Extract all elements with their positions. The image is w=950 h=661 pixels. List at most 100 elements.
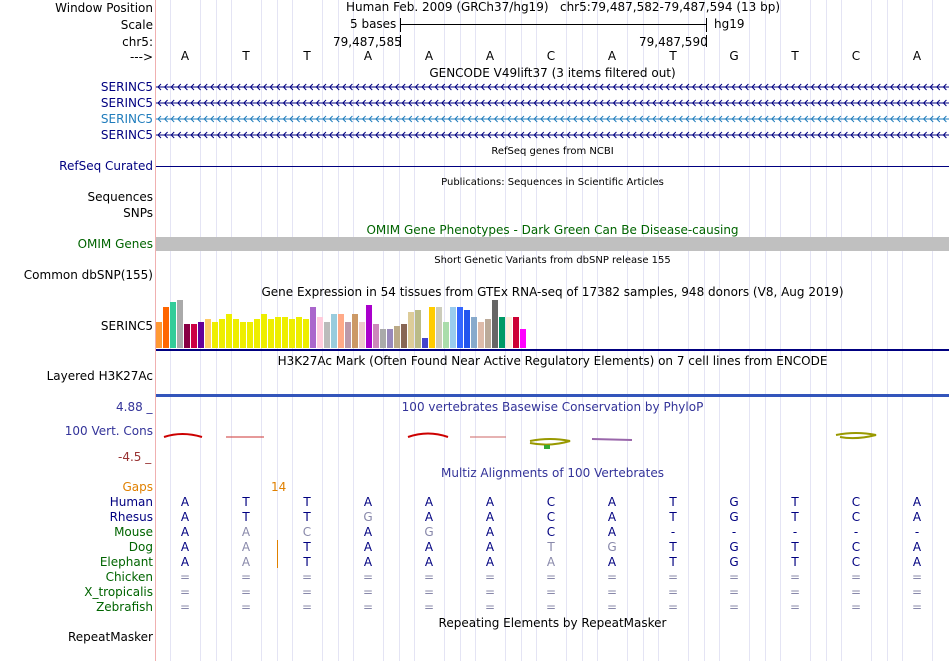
- gtex-tissue-bar[interactable]: [506, 317, 512, 348]
- gtex-tissue-bar[interactable]: [310, 307, 316, 348]
- species-label[interactable]: Mouse: [114, 525, 153, 539]
- gtex-tissue-bar[interactable]: [373, 324, 379, 348]
- gtex-tissue-bar[interactable]: [324, 322, 330, 348]
- dbsnp-track-title[interactable]: Short Genetic Variants from dbSNP releas…: [434, 255, 671, 266]
- gtex-tissue-bar[interactable]: [289, 319, 295, 348]
- gtex-tissue-bar[interactable]: [184, 324, 190, 348]
- gencode-item-3-label[interactable]: SERINC5: [100, 112, 153, 126]
- gtex-tissue-bar[interactable]: [436, 307, 442, 348]
- h3k27ac-track-title[interactable]: H3K27Ac Mark (Often Found Near Active Re…: [277, 354, 828, 368]
- base-letter[interactable]: C: [546, 49, 556, 63]
- phylop-label[interactable]: 100 Vert. Cons: [64, 424, 153, 438]
- gtex-tissue-bar[interactable]: [457, 307, 463, 348]
- gtex-tissue-bar[interactable]: [520, 329, 526, 348]
- gtex-tissue-bar[interactable]: [268, 319, 274, 348]
- gtex-tissue-bar[interactable]: [275, 317, 281, 348]
- phylop-track-title[interactable]: 100 vertebrates Basewise Conservation by…: [401, 400, 704, 414]
- species-label[interactable]: Rhesus: [109, 510, 153, 524]
- refseq-label[interactable]: RefSeq Curated: [59, 159, 153, 173]
- gtex-tissue-bar[interactable]: [247, 322, 253, 348]
- gtex-tissue-bar[interactable]: [345, 322, 351, 348]
- gtex-tissue-bar[interactable]: [170, 302, 176, 348]
- gtex-expression-bars[interactable]: [156, 300, 556, 348]
- gtex-tissue-bar[interactable]: [303, 319, 309, 348]
- species-label[interactable]: Human: [109, 495, 153, 509]
- repeatmasker-track-title[interactable]: Repeating Elements by RepeatMasker: [438, 616, 667, 630]
- gtex-tissue-bar[interactable]: [513, 317, 519, 348]
- gtex-tissue-bar[interactable]: [499, 317, 505, 348]
- omim-label[interactable]: OMIM Genes: [77, 237, 153, 251]
- gtex-tissue-bar[interactable]: [233, 319, 239, 348]
- base-letter[interactable]: A: [607, 49, 617, 63]
- gtex-tissue-bar[interactable]: [366, 305, 372, 348]
- base-letter[interactable]: T: [303, 49, 311, 63]
- snps-label[interactable]: SNPs: [123, 206, 153, 220]
- base-letter[interactable]: T: [791, 49, 799, 63]
- gtex-tissue-bar[interactable]: [478, 322, 484, 348]
- gtex-tissue-bar[interactable]: [471, 317, 477, 348]
- gtex-tissue-bar[interactable]: [443, 322, 449, 348]
- base-letter[interactable]: A: [424, 49, 434, 63]
- gencode-track-title[interactable]: GENCODE V49lift37 (3 items filtered out): [429, 66, 676, 80]
- chr-label[interactable]: chr5:: [122, 35, 153, 49]
- gtex-tissue-bar[interactable]: [429, 307, 435, 348]
- base-letter[interactable]: G: [729, 49, 739, 63]
- gtex-tissue-bar[interactable]: [219, 319, 225, 348]
- gtex-tissue-bar[interactable]: [205, 319, 211, 348]
- multiz-track-title[interactable]: Multiz Alignments of 100 Vertebrates: [440, 466, 665, 480]
- h3k27ac-label[interactable]: Layered H3K27Ac: [46, 369, 153, 383]
- base-letter[interactable]: T: [242, 49, 250, 63]
- base-letter[interactable]: A: [363, 49, 373, 63]
- gtex-tissue-bar[interactable]: [261, 314, 267, 348]
- refseq-gene-line[interactable]: [156, 166, 949, 167]
- h3k27ac-signal[interactable]: [156, 394, 949, 397]
- repeatmasker-label[interactable]: RepeatMasker: [67, 630, 153, 644]
- gtex-tissue-bar[interactable]: [338, 314, 344, 348]
- base-letter[interactable]: T: [669, 49, 677, 63]
- scale-label[interactable]: Scale: [120, 18, 153, 32]
- gtex-tissue-bar[interactable]: [450, 307, 456, 348]
- gtex-tissue-bar[interactable]: [415, 310, 421, 348]
- gtex-tissue-bar[interactable]: [352, 314, 358, 348]
- pubs-track-title[interactable]: Publications: Sequences in Scientific Ar…: [441, 177, 664, 188]
- refseq-track-title[interactable]: RefSeq genes from NCBI: [491, 146, 614, 157]
- window-position-label[interactable]: Window Position: [55, 1, 153, 15]
- species-label[interactable]: Elephant: [99, 555, 153, 569]
- base-letter[interactable]: C: [851, 49, 861, 63]
- base-letter[interactable]: A: [180, 49, 190, 63]
- gencode-item-2-label[interactable]: SERINC5: [100, 96, 153, 110]
- gtex-tissue-bar[interactable]: [296, 317, 302, 348]
- species-label[interactable]: Zebrafish: [96, 600, 153, 614]
- gtex-tissue-bar[interactable]: [485, 319, 491, 348]
- strand-label[interactable]: --->: [129, 50, 153, 64]
- gtex-tissue-bar[interactable]: [317, 317, 323, 348]
- gtex-tissue-bar[interactable]: [464, 310, 470, 348]
- gencode-transcripts[interactable]: [156, 80, 949, 144]
- species-label[interactable]: X_tropicalis: [84, 585, 153, 599]
- base-letter[interactable]: A: [485, 49, 495, 63]
- gtex-tissue-bar[interactable]: [380, 329, 386, 348]
- species-label[interactable]: Dog: [128, 540, 153, 554]
- gtex-track-title[interactable]: Gene Expression in 54 tissues from GTEx …: [261, 285, 844, 299]
- gtex-tissue-bar[interactable]: [156, 322, 162, 348]
- gtex-tissue-bar[interactable]: [492, 300, 498, 348]
- gtex-tissue-bar[interactable]: [191, 324, 197, 348]
- species-label[interactable]: Chicken: [105, 570, 153, 584]
- gtex-tissue-bar[interactable]: [282, 317, 288, 348]
- gtex-tissue-bar[interactable]: [359, 322, 365, 348]
- gtex-tissue-bar[interactable]: [387, 329, 393, 348]
- omim-track-title[interactable]: OMIM Gene Phenotypes - Dark Green Can Be…: [366, 223, 739, 237]
- gtex-tissue-bar[interactable]: [240, 322, 246, 348]
- gtex-tissue-bar[interactable]: [212, 322, 218, 348]
- gtex-tissue-bar[interactable]: [198, 322, 204, 348]
- omim-phenotype-bar[interactable]: [156, 237, 949, 251]
- gtex-tissue-bar[interactable]: [226, 314, 232, 348]
- gtex-tissue-bar[interactable]: [331, 314, 337, 348]
- gtex-tissue-bar[interactable]: [394, 326, 400, 348]
- gaps-label[interactable]: Gaps: [122, 480, 153, 494]
- gtex-tissue-bar[interactable]: [177, 300, 183, 348]
- gtex-gene-label[interactable]: SERINC5: [100, 319, 153, 333]
- gencode-item-4-label[interactable]: SERINC5: [100, 128, 153, 142]
- gtex-tissue-bar[interactable]: [408, 312, 414, 348]
- gencode-item-1-label[interactable]: SERINC5: [100, 80, 153, 94]
